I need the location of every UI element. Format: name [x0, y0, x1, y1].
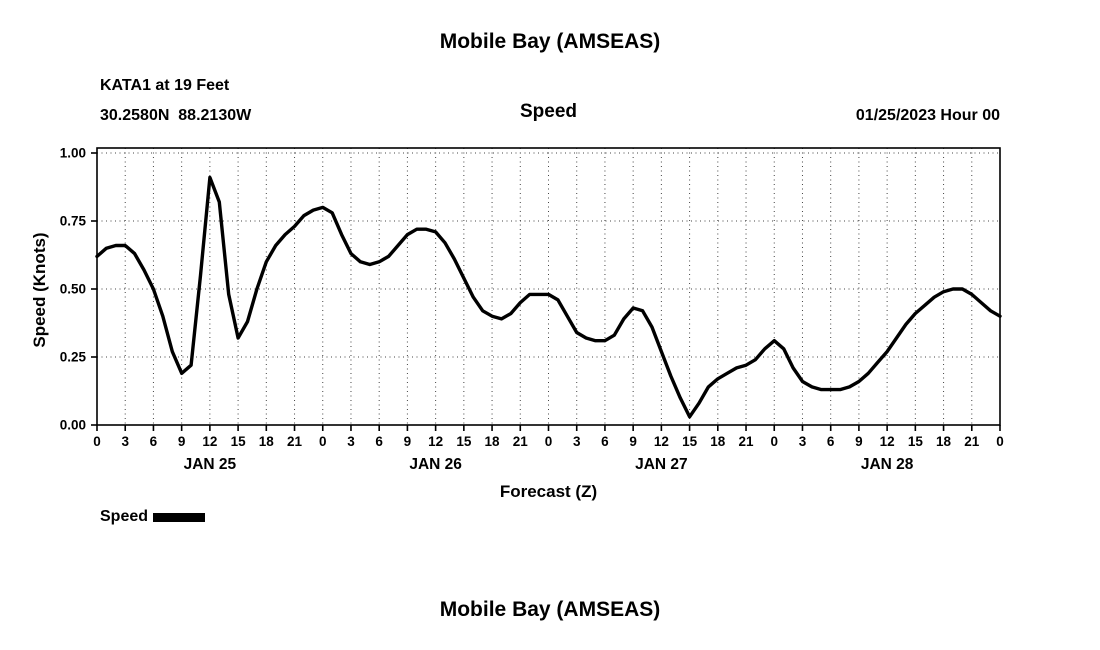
svg-text:0.00: 0.00	[60, 418, 86, 433]
svg-text:18: 18	[259, 434, 275, 449]
svg-text:3: 3	[121, 434, 129, 449]
svg-text:0: 0	[545, 434, 553, 449]
station-coordinates: 30.2580N 88.2130W	[100, 107, 252, 124]
svg-text:12: 12	[880, 434, 895, 449]
svg-text:0.75: 0.75	[60, 214, 87, 229]
svg-text:3: 3	[573, 434, 581, 449]
svg-text:15: 15	[682, 434, 698, 449]
svg-text:15: 15	[231, 434, 247, 449]
svg-text:15: 15	[908, 434, 924, 449]
svg-text:0: 0	[93, 434, 101, 449]
svg-text:9: 9	[629, 434, 637, 449]
svg-text:12: 12	[654, 434, 669, 449]
svg-text:21: 21	[287, 434, 303, 449]
svg-text:9: 9	[404, 434, 412, 449]
svg-text:0.50: 0.50	[60, 282, 86, 297]
svg-text:0.25: 0.25	[60, 350, 87, 365]
legend-label: Speed	[100, 508, 149, 525]
svg-text:9: 9	[178, 434, 186, 449]
svg-text:21: 21	[513, 434, 529, 449]
svg-text:3: 3	[799, 434, 807, 449]
svg-text:21: 21	[739, 434, 755, 449]
svg-text:6: 6	[601, 434, 609, 449]
svg-text:JAN 25: JAN 25	[184, 456, 237, 473]
station-label: KATA1 at 19 Feet	[100, 77, 230, 94]
svg-text:3: 3	[347, 434, 355, 449]
svg-text:JAN 27: JAN 27	[635, 456, 688, 473]
svg-text:12: 12	[428, 434, 443, 449]
svg-text:21: 21	[964, 434, 980, 449]
svg-text:12: 12	[202, 434, 217, 449]
model-run-datetime: 01/25/2023 Hour 00	[855, 107, 1000, 124]
svg-text:JAN 26: JAN 26	[409, 456, 462, 473]
svg-text:0: 0	[319, 434, 327, 449]
panel-title: Speed	[519, 101, 578, 122]
x-axis-label: Forecast (Z)	[499, 482, 598, 501]
svg-text:JAN 28: JAN 28	[861, 456, 914, 473]
svg-text:0: 0	[770, 434, 778, 449]
svg-text:6: 6	[827, 434, 835, 449]
svg-text:15: 15	[456, 434, 472, 449]
svg-text:9: 9	[855, 434, 863, 449]
chart-title-bottom: Mobile Bay (AMSEAS)	[439, 598, 661, 621]
legend: Speed	[100, 508, 206, 526]
svg-text:6: 6	[375, 434, 383, 449]
svg-text:18: 18	[710, 434, 726, 449]
svg-text:0: 0	[996, 434, 1004, 449]
svg-text:6: 6	[150, 434, 158, 449]
svg-text:1.00: 1.00	[60, 146, 86, 161]
svg-text:18: 18	[485, 434, 501, 449]
chart-title-top: Mobile Bay (AMSEAS)	[439, 30, 661, 53]
svg-text:18: 18	[936, 434, 952, 449]
legend-line-swatch	[153, 512, 206, 522]
